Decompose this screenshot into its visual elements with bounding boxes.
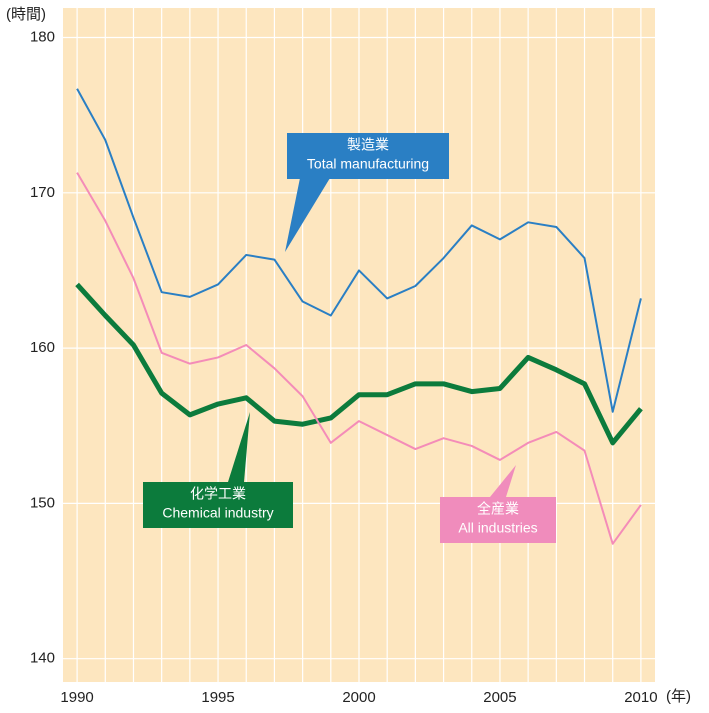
x-tick-label: 2000 [342, 689, 375, 706]
series-line [76, 88, 642, 413]
y-tick-label: 180 [30, 28, 55, 45]
annotation-sublabel: All industries [458, 520, 537, 536]
annotation-label: 全産業 [477, 501, 519, 517]
annotation-pointer [490, 465, 516, 497]
series-line [76, 172, 642, 545]
annotation-box [440, 497, 556, 543]
x-tick-label: 2010 [624, 689, 657, 706]
x-tick-label: 1995 [201, 689, 234, 706]
x-tick-label: 1990 [60, 689, 93, 706]
y-tick-label: 160 [30, 339, 55, 356]
annotation-sublabel: Chemical industry [162, 505, 273, 521]
x-tick-label: 2005 [483, 689, 516, 706]
y-unit: (時間) [6, 6, 46, 23]
x-unit: (年) [666, 688, 691, 705]
annotation-pointer [228, 412, 250, 482]
annotation-pointer [285, 178, 330, 252]
series-line [75, 282, 643, 446]
y-tick-label: 150 [30, 494, 55, 511]
annotation-box [287, 133, 449, 179]
y-tick-label: 170 [30, 184, 55, 201]
annotation-label: 製造業 [347, 137, 389, 153]
y-tick-label: 140 [30, 650, 55, 667]
annotation-box [143, 482, 293, 528]
annotation-sublabel: Total manufacturing [307, 156, 429, 172]
annotation-label: 化学工業 [190, 486, 246, 502]
